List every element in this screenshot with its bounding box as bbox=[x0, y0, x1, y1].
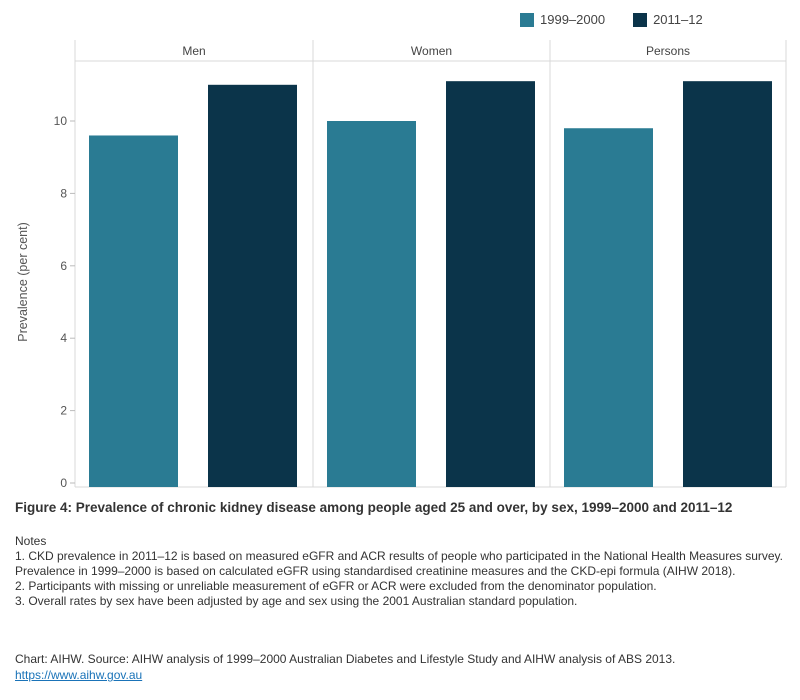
y-axis-label: Prevalence (per cent) bbox=[16, 222, 30, 342]
facet-label-persons: Persons bbox=[646, 44, 690, 58]
y-tick-label: 2 bbox=[60, 404, 67, 418]
note-item: 3. Overall rates by sex have been adjust… bbox=[15, 594, 578, 608]
y-tick-label: 10 bbox=[54, 114, 68, 128]
notes-heading: Notes bbox=[15, 534, 47, 548]
bar-persons-1999-2000 bbox=[564, 128, 653, 488]
source-link[interactable]: https://www.aihw.gov.au bbox=[15, 668, 143, 682]
source-block: Chart: AIHW. Source: AIHW analysis of 19… bbox=[15, 651, 675, 683]
chart-title: Figure 4: Prevalence of chronic kidney d… bbox=[15, 500, 733, 515]
bar-women-2011-12 bbox=[446, 81, 535, 488]
notes-block: Notes 1. CKD prevalence in 2011–12 is ba… bbox=[15, 534, 785, 609]
note-item: 1. CKD prevalence in 2011–12 is based on… bbox=[15, 549, 783, 578]
legend-item-1999-2000[interactable]: 1999–2000 bbox=[520, 12, 605, 27]
source-text: Chart: AIHW. Source: AIHW analysis of 19… bbox=[15, 652, 676, 666]
bar-women-1999-2000 bbox=[327, 121, 416, 487]
y-tick-label: 0 bbox=[60, 476, 67, 490]
legend-swatch-1999-2000 bbox=[520, 12, 534, 27]
legend-label-2011-12: 2011–12 bbox=[653, 12, 703, 27]
bar-men-1999-2000 bbox=[89, 135, 178, 488]
legend-swatch-2011-12 bbox=[633, 12, 648, 27]
legend-label-1999-2000: 1999–2000 bbox=[540, 12, 606, 27]
facet-label-women: Women bbox=[411, 44, 452, 58]
chart-area: Men Women Persons 0 2 4 6 8 10 Prevalence (per ce… bbox=[16, 40, 787, 490]
bar-men-2011-12 bbox=[208, 84, 297, 488]
y-tick-label: 8 bbox=[60, 186, 67, 200]
legend-item-2011-12[interactable]: 2011–12 bbox=[633, 12, 703, 27]
note-item: 2. Participants with missing or unreliab… bbox=[15, 579, 657, 593]
facet-label-men: Men bbox=[182, 44, 205, 58]
y-tick-label: 6 bbox=[60, 259, 67, 273]
legend: 1999–2000 2011–12 bbox=[520, 12, 703, 27]
y-tick-label: 4 bbox=[60, 331, 67, 345]
bar-persons-2011-12 bbox=[683, 81, 772, 488]
